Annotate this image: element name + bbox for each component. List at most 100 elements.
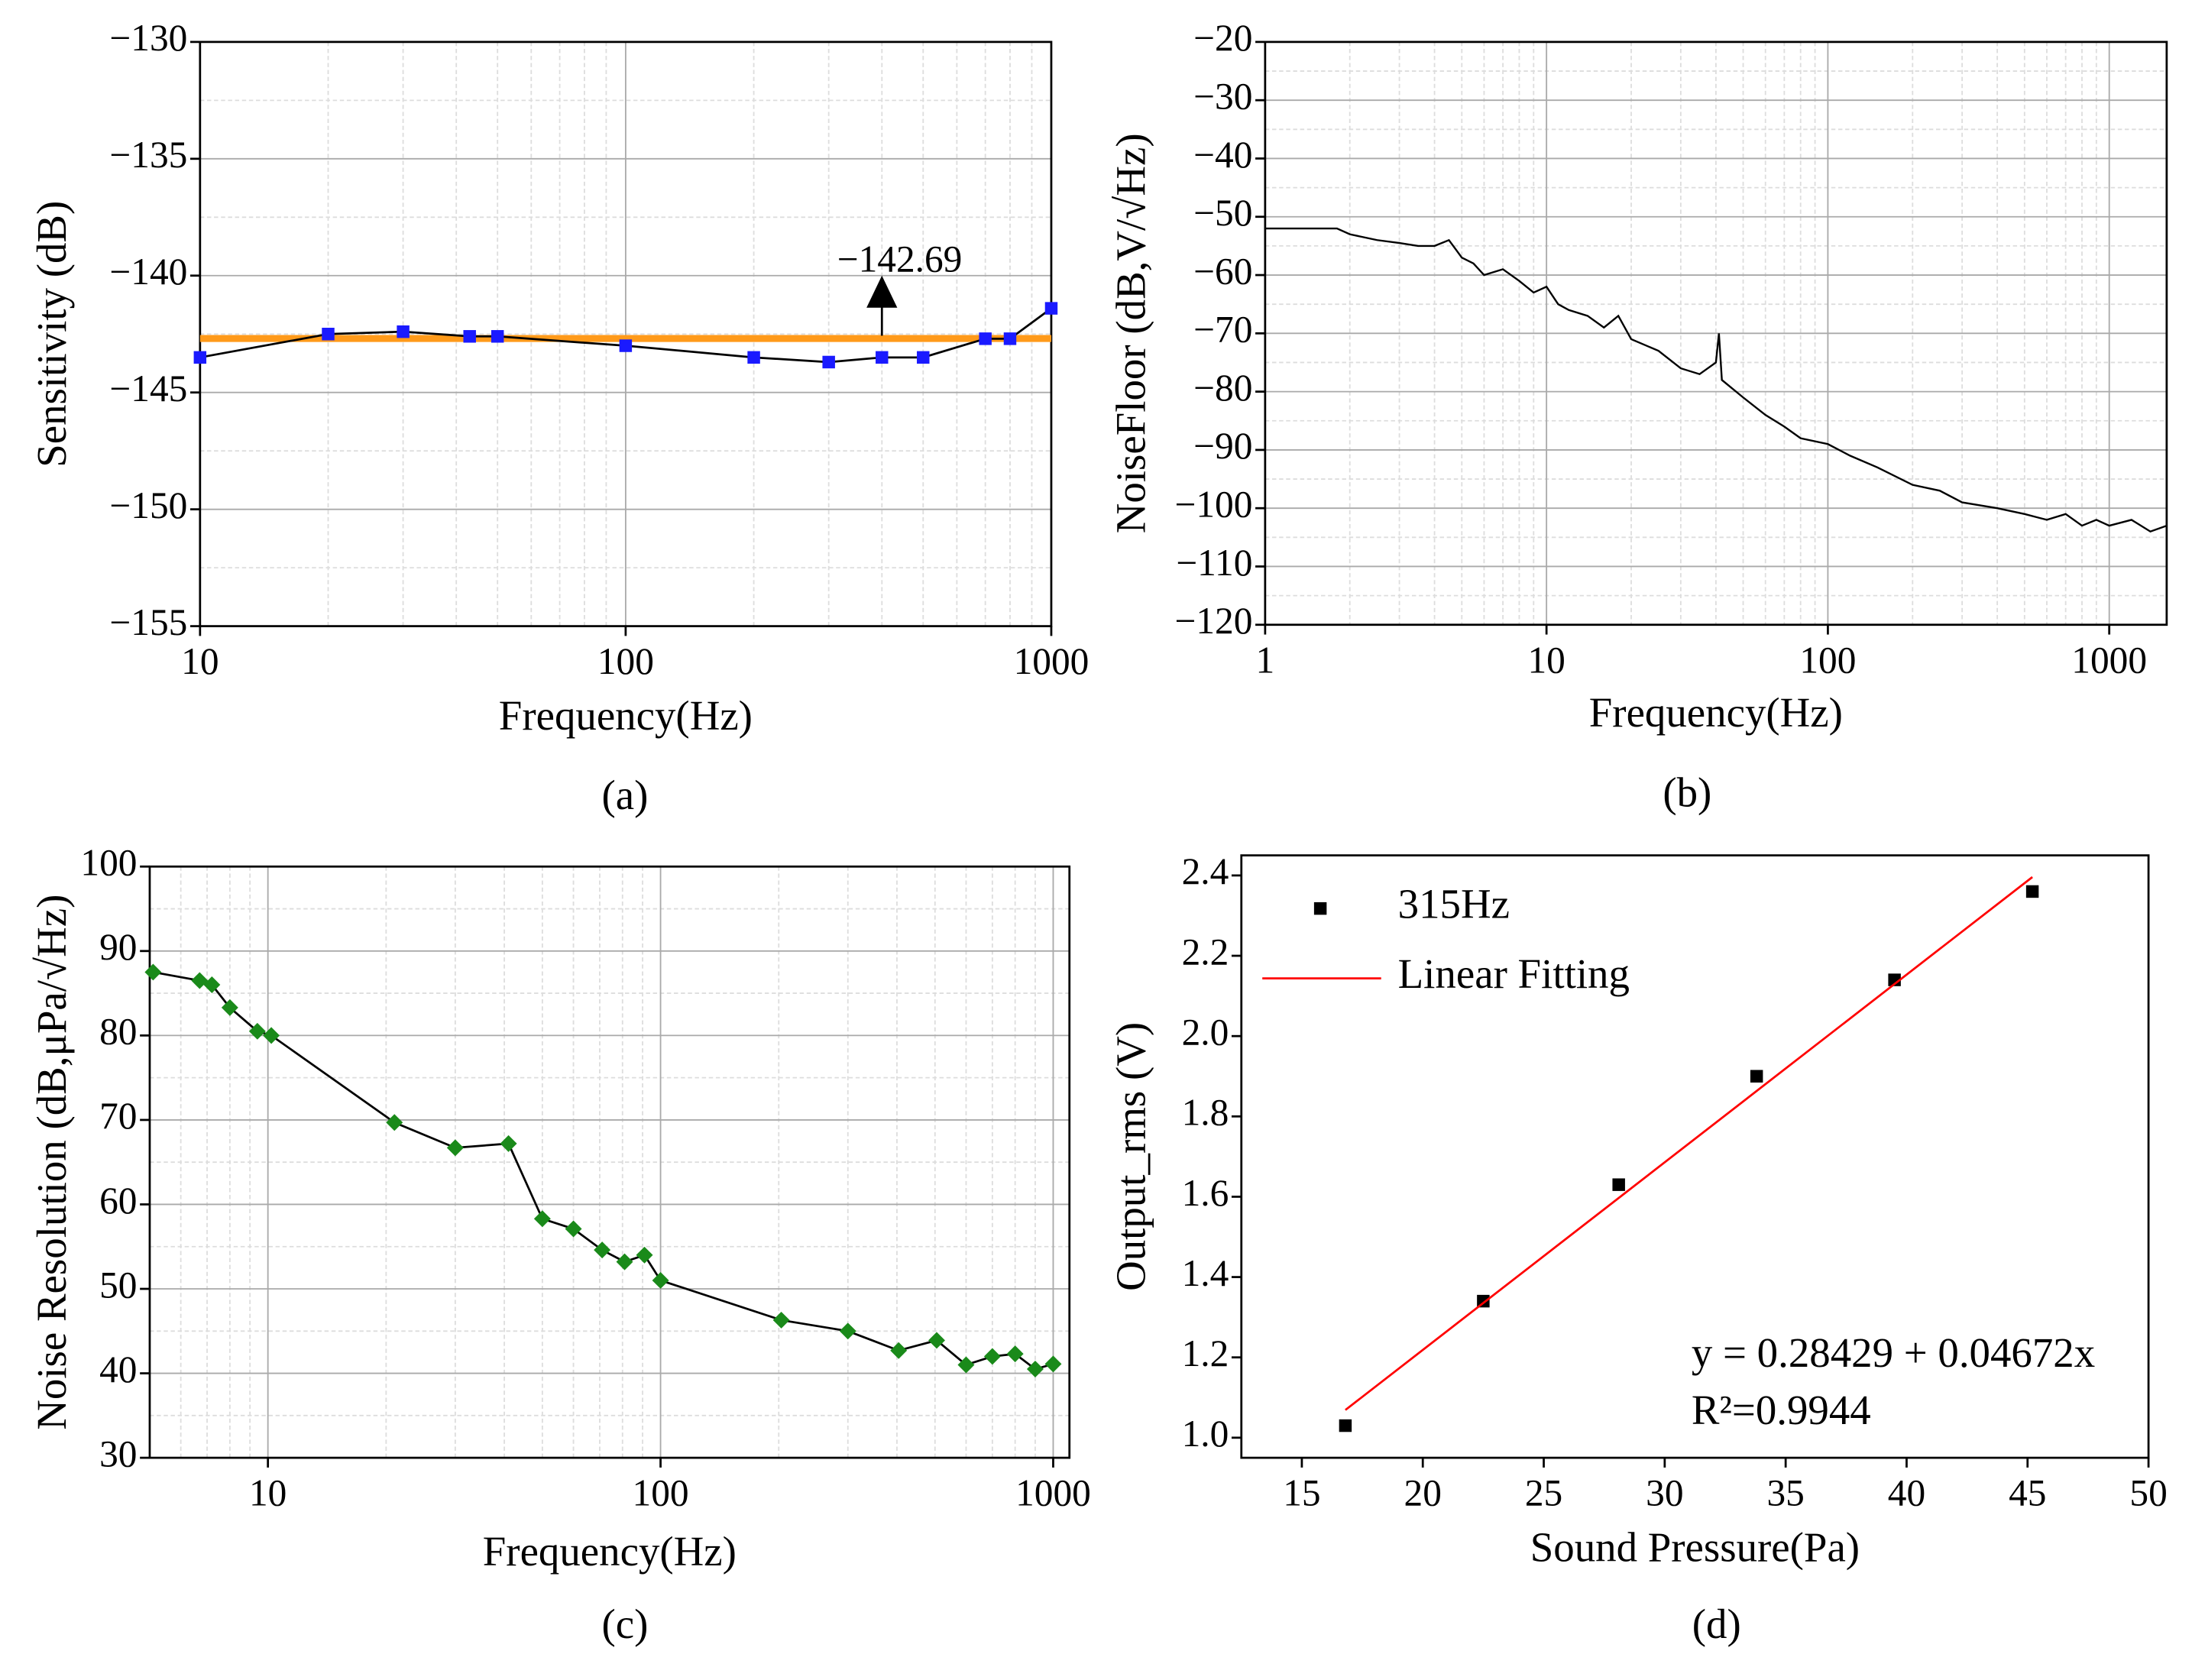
y-tick-label: 50 [99, 1264, 137, 1306]
y-tick-label: −80 [1193, 367, 1252, 409]
data-point [928, 1332, 945, 1349]
y-tick-label: −150 [109, 484, 187, 526]
x-axis-label: Frequency(Hz) [1589, 689, 1843, 736]
y-tick-label: −140 [109, 251, 187, 293]
plot-frame [1240, 854, 2150, 1459]
data-point [2025, 885, 2039, 898]
data-point [397, 325, 410, 338]
data-point [565, 1220, 582, 1238]
data-point [747, 351, 760, 364]
x-tick-label: 10 [249, 1472, 287, 1514]
data-point [446, 1139, 464, 1157]
y-tick-label: 1.4 [1182, 1252, 1229, 1294]
legend-label: Linear Fitting [1398, 950, 1630, 997]
y-tick-label: 90 [99, 926, 137, 968]
x-tick-label: 100 [597, 640, 654, 682]
data-point [533, 1210, 551, 1228]
x-tick-label: 1 [1256, 639, 1275, 681]
y-tick-label: 1.0 [1182, 1413, 1229, 1455]
y-tick-label: 2.4 [1182, 850, 1229, 892]
plot-frame [199, 40, 1053, 627]
data-point [619, 339, 633, 352]
y-tick-label: −155 [109, 601, 187, 643]
data-point [890, 1342, 908, 1359]
data-point [1750, 1070, 1763, 1083]
data-point [636, 1246, 653, 1264]
y-axis-label: Output_rms (V) [1107, 1022, 1154, 1291]
panel-label: (d) [1692, 1601, 1741, 1647]
annotation-arrowhead [866, 275, 898, 308]
x-tick-label: 20 [1404, 1472, 1442, 1514]
x-tick-label: 40 [1888, 1472, 1925, 1514]
equation: y = 0.28429 + 0.04672x [1692, 1329, 2095, 1376]
data-point [876, 351, 889, 364]
data-point [386, 1114, 403, 1131]
x-tick-label: 25 [1525, 1472, 1562, 1514]
y-tick-label: −100 [1174, 484, 1252, 526]
y-tick-label: 1.8 [1182, 1092, 1229, 1134]
y-tick-label: −135 [109, 134, 187, 176]
y-tick-label: 30 [99, 1432, 137, 1474]
x-tick-label: 10 [1527, 639, 1565, 681]
y-tick-label: −40 [1193, 134, 1252, 176]
data-point [463, 330, 476, 343]
x-axis-label: Sound Pressure(Pa) [1530, 1523, 1860, 1570]
plot-frame [148, 865, 1071, 1459]
data-point [1003, 332, 1017, 345]
panel-label: (b) [1663, 769, 1711, 815]
y-tick-label: 1.6 [1182, 1172, 1229, 1214]
y-tick-label: −20 [1193, 17, 1252, 59]
y-tick-label: 2.0 [1182, 1012, 1229, 1054]
data-point [491, 330, 504, 343]
x-tick-label: 45 [2009, 1472, 2046, 1514]
x-tick-label: 100 [633, 1472, 689, 1514]
y-tick-label: −60 [1193, 250, 1252, 292]
data-point [616, 1253, 633, 1271]
r-squared: R²=0.9944 [1692, 1387, 1871, 1433]
y-tick-label: −120 [1174, 600, 1252, 642]
x-tick-label: 50 [2129, 1472, 2167, 1514]
y-axis-label: Sensitivity (dB) [28, 201, 75, 468]
data-line [153, 971, 1054, 1371]
y-tick-label: −90 [1193, 425, 1252, 467]
y-axis-label: Noise Resolution (dB,μPa/√Hz) [28, 895, 75, 1430]
data-point [652, 1271, 669, 1289]
data-point [1888, 973, 1901, 986]
data-point [263, 1027, 280, 1044]
data-point [772, 1311, 790, 1329]
y-tick-label: 40 [99, 1348, 137, 1390]
x-axis-label: Frequency(Hz) [483, 1528, 737, 1575]
y-tick-label: −110 [1176, 542, 1252, 584]
data-point [1044, 302, 1058, 315]
panel-label: (c) [602, 1601, 649, 1647]
data-point [1339, 1419, 1352, 1432]
y-tick-label: 80 [99, 1011, 137, 1053]
plot-frame [1264, 40, 2168, 626]
data-point [193, 351, 207, 364]
y-tick-label: −70 [1193, 309, 1252, 351]
legend-label: 315Hz [1398, 881, 1510, 927]
panel-label: (a) [602, 772, 649, 818]
x-tick-label: 1000 [1014, 640, 1090, 682]
data-point [822, 355, 835, 369]
y-tick-label: −145 [109, 367, 187, 409]
x-tick-label: 30 [1646, 1472, 1683, 1514]
x-tick-label: 1000 [1015, 1472, 1091, 1514]
data-point [1612, 1178, 1625, 1191]
data-point [248, 1022, 266, 1040]
data-point [983, 1348, 1001, 1365]
y-tick-label: 70 [99, 1095, 137, 1137]
data-point [1044, 1355, 1062, 1373]
x-tick-label: 10 [181, 640, 219, 682]
y-tick-label: 2.2 [1182, 931, 1229, 973]
data-point [917, 351, 930, 364]
y-tick-label: −130 [109, 17, 187, 59]
data-point [979, 332, 992, 345]
x-tick-label: 35 [1766, 1472, 1804, 1514]
y-tick-label: 60 [99, 1180, 137, 1222]
annotation: −142.69 [837, 238, 963, 280]
x-tick-label: 1000 [2071, 639, 2147, 681]
y-tick-label: 100 [80, 842, 137, 884]
